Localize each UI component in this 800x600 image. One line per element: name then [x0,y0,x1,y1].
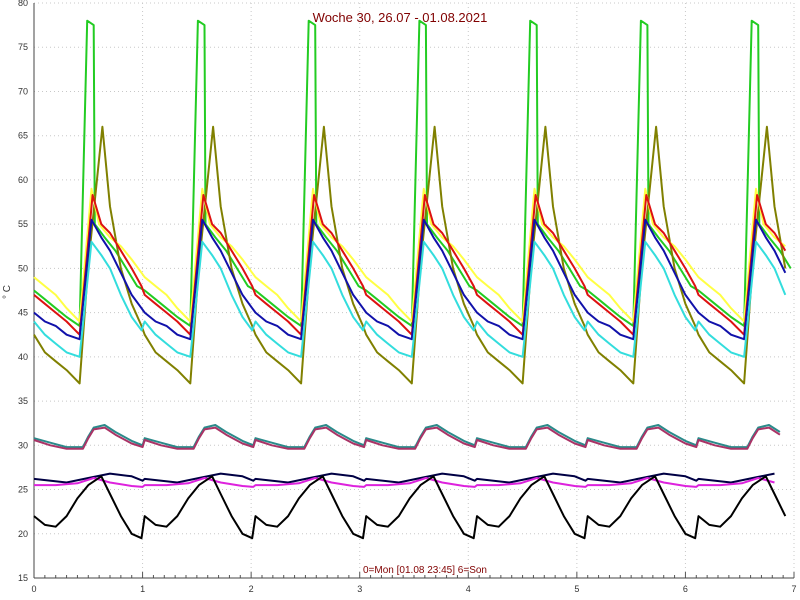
series-line-1 [33,19,792,327]
series-line-9 [33,472,775,484]
series-line-10 [34,477,775,488]
y-tick-label: 20 [18,529,28,539]
y-tick-label: 75 [18,42,28,52]
x-tick-label: 0 [31,584,36,594]
series-line-2 [33,125,787,385]
x-tick-label: 3 [357,584,362,594]
y-tick-label: 45 [18,308,28,318]
y-tick-label: 80 [18,0,28,8]
chart-title: Woche 30, 26.07 - 01.08.2021 [313,10,488,25]
y-tick-label: 40 [18,352,28,362]
series-line-8 [33,426,781,450]
series-line-11 [33,475,787,540]
y-tick-label: 65 [18,131,28,141]
y-tick-label: 60 [18,175,28,185]
chart-footer: 0=Mon [01.08 23:45] 6=Son [363,565,487,576]
series-line-6 [33,240,787,358]
x-tick-label: 4 [466,584,471,594]
series-line-3 [33,187,786,323]
y-tick-label: 35 [18,396,28,406]
x-tick-label: 7 [791,584,796,594]
y-axis-label: ° C [2,285,13,299]
y-tick-label: 15 [18,573,28,583]
y-tick-label: 50 [18,263,28,273]
x-tick-label: 2 [249,584,254,594]
y-tick-label: 30 [18,440,28,450]
y-tick-label: 70 [18,86,28,96]
x-tick-label: 5 [574,584,579,594]
series-line-5 [33,218,787,341]
y-tick-label: 55 [18,219,28,229]
x-tick-label: 6 [683,584,688,594]
series-group [33,19,792,540]
x-tick-label: 1 [140,584,145,594]
y-tick-label: 25 [18,485,28,495]
